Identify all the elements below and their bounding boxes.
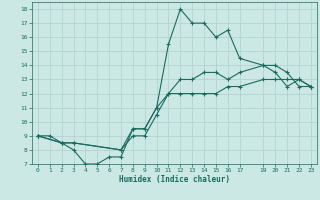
X-axis label: Humidex (Indice chaleur): Humidex (Indice chaleur) <box>119 175 230 184</box>
